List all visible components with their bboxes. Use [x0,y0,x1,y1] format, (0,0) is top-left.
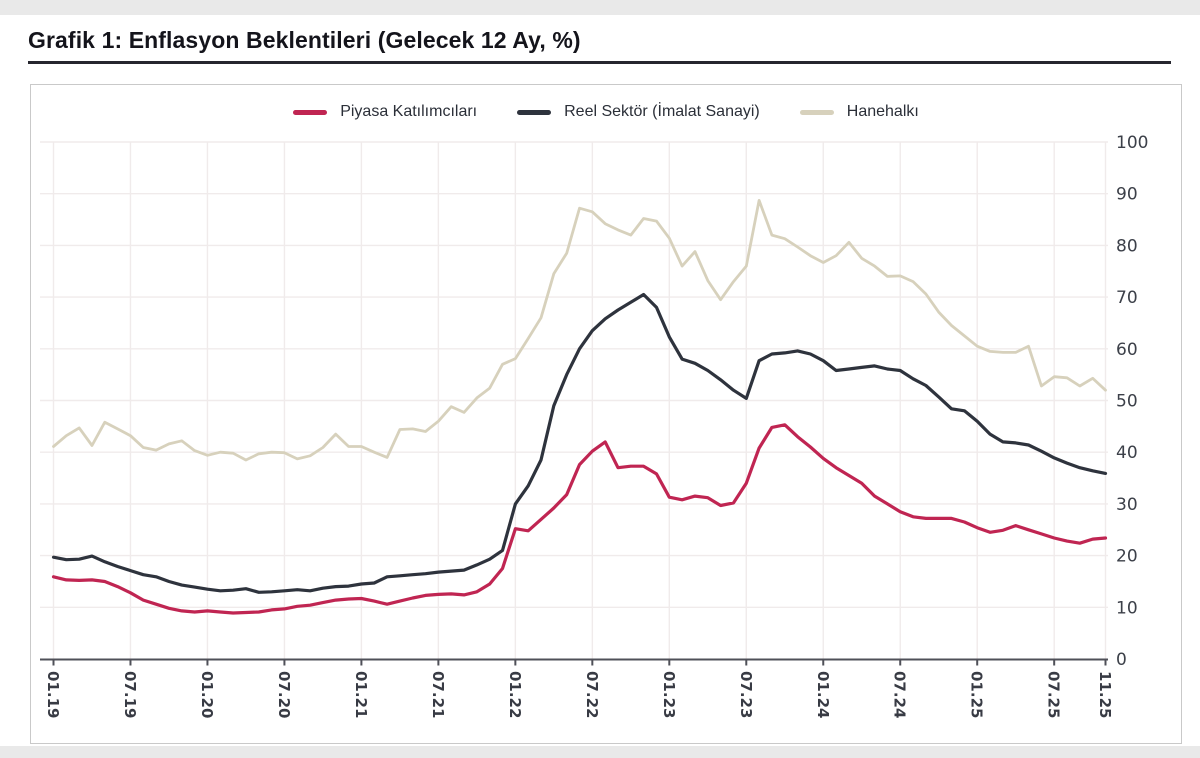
legend-item-0: Piyasa Katılımcıları [293,103,477,121]
legend-item-label: Hanehalkı [846,103,919,120]
legend-swatch-icon [293,109,328,115]
legend-swatch-icon [799,109,834,115]
bottom-edge-strip [0,746,1200,758]
title-underline [28,61,1171,64]
top-edge-strip [0,0,1200,15]
legend-item-label: Reel Sektör (İmalat Sanayi) [564,103,760,120]
legend-item-label: Piyasa Katılımcıları [340,103,478,120]
chart-card [30,84,1182,744]
legend-item-2: Hanehalkı [799,103,919,121]
chart-title: Grafik 1: Enflasyon Beklentileri (Gelece… [28,27,581,53]
legend-swatch-icon [517,109,552,115]
chart-legend: Piyasa Katılımcıları Reel Sektör (İmalat … [30,99,1182,125]
legend-item-1: Reel Sektör (İmalat Sanayi) [517,103,760,121]
